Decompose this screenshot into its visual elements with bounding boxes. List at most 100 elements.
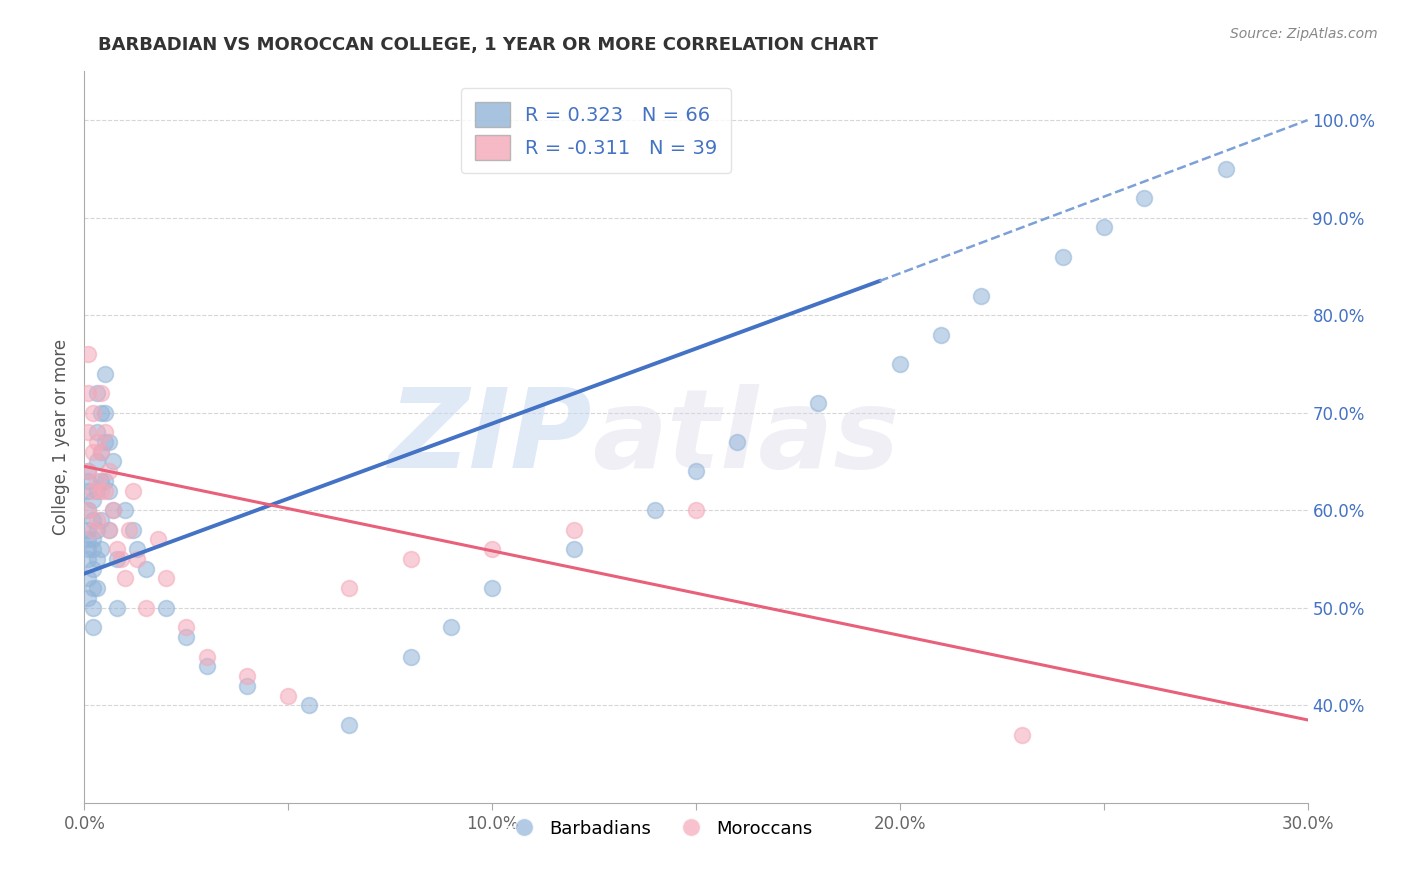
Point [1011,727,1033,741]
Point [277,689,299,703]
Point [77,552,100,566]
Point [93,425,115,440]
Point [86,434,108,449]
Point [118,523,141,537]
Point [90,444,112,458]
Y-axis label: College, 1 year or more: College, 1 year or more [52,339,70,535]
Point [195,649,218,664]
Point [86,581,108,595]
Point [82,542,104,557]
Point [122,523,145,537]
Point [135,562,157,576]
Point [1133,191,1156,205]
Point [725,434,748,449]
Point [82,620,104,634]
Point [339,581,361,595]
Point [236,679,259,693]
Point [93,483,115,498]
Point [105,600,128,615]
Point [77,347,100,361]
Point [90,474,112,488]
Point [97,523,120,537]
Point [114,503,136,517]
Point [101,503,124,517]
Point [90,542,112,557]
Point [440,620,463,634]
Point [399,552,422,566]
Point [97,523,120,537]
Point [90,483,112,498]
Point [127,552,149,566]
Point [481,542,503,557]
Point [93,406,115,420]
Text: ZIP: ZIP [388,384,592,491]
Point [77,572,100,586]
Point [86,513,108,527]
Point [105,542,128,557]
Point [82,493,104,508]
Point [82,600,104,615]
Point [86,552,108,566]
Point [77,503,100,517]
Point [93,367,115,381]
Point [82,523,104,537]
Point [146,533,169,547]
Point [86,386,108,401]
Point [77,542,100,557]
Point [77,591,100,605]
Point [82,483,104,498]
Point [77,523,100,537]
Point [807,396,830,410]
Point [135,600,157,615]
Point [1052,250,1074,264]
Point [90,406,112,420]
Point [82,406,104,420]
Point [77,386,100,401]
Point [174,630,197,644]
Point [82,513,104,527]
Point [562,523,585,537]
Text: atlas: atlas [592,384,900,491]
Point [86,523,108,537]
Point [77,483,100,498]
Point [82,581,104,595]
Point [399,649,422,664]
Point [644,503,666,517]
Point [174,620,197,634]
Point [685,503,707,517]
Point [82,562,104,576]
Point [889,357,911,371]
Point [101,454,124,468]
Point [86,454,108,468]
Point [90,513,112,527]
Point [195,659,218,673]
Point [929,327,952,342]
Point [155,600,177,615]
Point [122,483,145,498]
Point [82,533,104,547]
Point [86,483,108,498]
Point [562,542,585,557]
Point [86,425,108,440]
Point [77,425,100,440]
Point [127,542,149,557]
Point [93,434,115,449]
Point [1092,220,1115,235]
Point [481,581,503,595]
Point [339,718,361,732]
Legend: Barbadians, Moroccans: Barbadians, Moroccans [499,813,820,845]
Point [86,474,108,488]
Point [90,444,112,458]
Point [105,552,128,566]
Point [298,698,321,713]
Point [77,474,100,488]
Point [1215,161,1237,176]
Point [77,464,100,478]
Point [97,434,120,449]
Point [685,464,707,478]
Point [155,572,177,586]
Point [236,669,259,683]
Point [82,444,104,458]
Point [77,533,100,547]
Point [970,288,993,302]
